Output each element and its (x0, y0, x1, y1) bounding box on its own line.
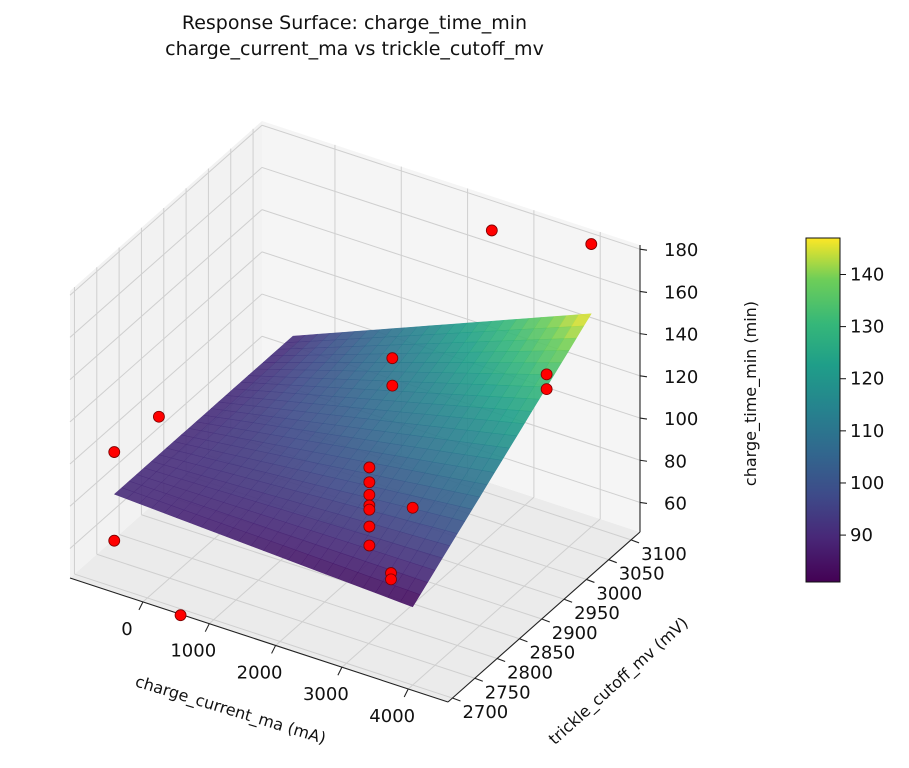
colorbar-tick-label: 110 (850, 421, 884, 442)
z-tick-label: 60 (664, 493, 687, 514)
colorbar: 90 100 110 120 130 140 (805, 237, 884, 583)
y-tick-mark (563, 598, 573, 603)
data-point (386, 379, 399, 392)
x-tick-mark (204, 623, 210, 632)
data-point (585, 238, 598, 250)
data-point (363, 476, 376, 489)
y-tick-mark (474, 677, 483, 682)
z-tick-mark (639, 417, 648, 420)
x-tick-label: 3000 (303, 684, 349, 705)
data-points (108, 224, 598, 622)
data-point (485, 224, 498, 237)
data-point (363, 488, 376, 501)
x-tick-label: 2000 (237, 662, 283, 683)
y-tick-mark (541, 618, 550, 623)
z-tick-label: 100 (664, 409, 698, 430)
z-tick-mark (639, 333, 648, 336)
y-tick-label: 3000 (596, 583, 642, 604)
z-axis-label: charge_time_min (min) (741, 301, 761, 486)
grid-line-x-floor (407, 518, 601, 690)
z-tick-label: 80 (664, 451, 687, 472)
chart-subtitle: charge_current_ma vs trickle_cutoff_mv (165, 38, 544, 60)
chart-title: Response Surface: charge_time_min (181, 12, 528, 34)
grid-line-z-left (69, 209, 263, 381)
z-tick-mark (639, 375, 648, 378)
x-tick-mark (271, 645, 277, 654)
colorbar-tick-label: 120 (850, 369, 884, 390)
x-tick-mark (403, 688, 409, 698)
grid-line-y-floor (141, 514, 520, 640)
data-point (363, 539, 376, 552)
x-tick-label: 1000 (170, 641, 216, 662)
y-tick-label: 2950 (574, 603, 620, 624)
y-tick-mark (519, 638, 528, 643)
response-surface (113, 313, 592, 608)
x-tick-mark (337, 666, 343, 676)
y-axis-line (447, 531, 641, 703)
y-tick-label: 3050 (619, 564, 665, 585)
y-tick-label: 2900 (552, 623, 598, 644)
y-tick-label: 2750 (485, 682, 531, 703)
grid-line-z-left (69, 335, 263, 507)
data-point (108, 534, 121, 547)
grid-line-z-back (261, 124, 641, 250)
grid-line-z-back (261, 166, 641, 292)
z-tick-mark (639, 501, 648, 505)
x-tick-label: 4000 (369, 706, 415, 727)
y-tick-mark (586, 578, 595, 583)
x-tick-mark (138, 601, 144, 611)
grid-line-x-floor (341, 496, 535, 668)
data-point (540, 368, 553, 381)
y-tick-label: 3100 (641, 544, 687, 565)
axis-lines (69, 245, 648, 703)
z-tick-label: 120 (664, 367, 698, 388)
grid-line-z-left (69, 251, 263, 423)
grid-line-z-left (69, 293, 263, 465)
grid-line-y-floor (118, 534, 498, 659)
colorbar-tick-label: 130 (850, 317, 884, 338)
z-tick-label: 180 (664, 240, 698, 261)
z-tick-mark (639, 248, 648, 251)
x-axis-line (69, 577, 449, 703)
data-point (363, 503, 376, 516)
grid-line-z-left (69, 124, 263, 296)
y-tick-mark (630, 539, 640, 544)
grid-line-z-back (261, 209, 641, 335)
y-tick-label: 2850 (529, 643, 575, 664)
colorbar-tick-label: 140 (850, 264, 884, 285)
data-point (174, 609, 187, 622)
y-tick-label: 2800 (507, 663, 553, 684)
z-tick-mark (639, 459, 648, 462)
z-tick-label: 160 (664, 282, 698, 303)
data-point (386, 352, 399, 365)
y-tick-label: 2700 (462, 702, 508, 723)
surface-patch (399, 589, 421, 608)
data-point (385, 573, 397, 586)
grid-line-z-back (261, 251, 641, 377)
colorbar-tick-label: 100 (850, 473, 884, 494)
data-point (108, 446, 121, 458)
grid-line-z-left (69, 167, 263, 338)
z-tick-mark (639, 290, 648, 293)
data-point (153, 410, 165, 423)
x-tick-label: 0 (121, 619, 132, 640)
grid-line-y-floor (96, 553, 475, 679)
y-tick-mark (608, 559, 617, 564)
tick-labels: 0 1000 2000 3000 4000 27002750280028502900295… (121, 240, 698, 727)
data-point (406, 501, 419, 514)
x-axis-label: charge_current_ma (mA) (133, 672, 328, 749)
y-tick-mark (452, 697, 461, 702)
grid-line-y-floor (74, 573, 453, 699)
data-point (363, 520, 376, 533)
z-tick-label: 140 (664, 325, 698, 346)
data-point (540, 383, 553, 396)
colorbar-gradient (805, 237, 841, 583)
y-tick-mark (496, 657, 506, 663)
data-point (363, 461, 376, 474)
colorbar-tick-label: 90 (850, 525, 873, 546)
